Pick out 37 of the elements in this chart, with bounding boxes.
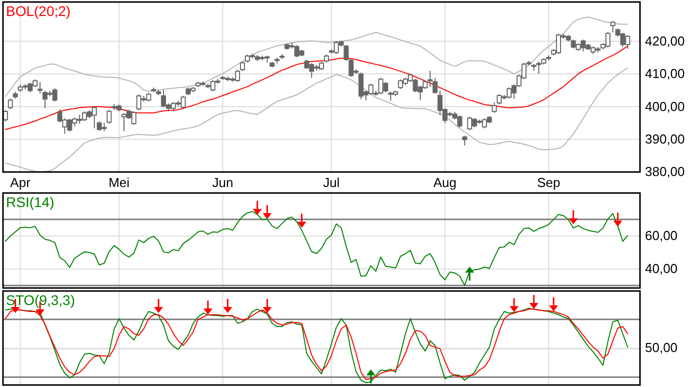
candlestick (274, 57, 280, 64)
y-tick-label: 390,00 (645, 131, 685, 146)
x-tick-label: Jun (212, 175, 234, 190)
chart-title: BOL(20;2) (6, 3, 71, 19)
candlestick (38, 82, 43, 94)
candlestick (12, 91, 18, 99)
candlestick (106, 109, 112, 124)
x-tick-label: Mei (108, 175, 130, 190)
y-tick-label: 410,00 (645, 66, 685, 82)
y-tick-label: 40,00 (645, 261, 678, 276)
text: 50,00 (645, 340, 678, 355)
y-tick-label: 400,00 (645, 98, 685, 114)
candlestick (428, 70, 433, 88)
candlestick (151, 87, 156, 93)
y-tick-label: 420,00 (645, 33, 685, 48)
candlestick (546, 55, 552, 61)
candlestick (8, 98, 13, 110)
candlestick (610, 20, 616, 33)
candlestick (279, 54, 284, 60)
x-tick-label: Jul (323, 175, 340, 190)
y-tick-label: 60,00 (645, 228, 678, 244)
chart-title: STO(9,3,3) (6, 292, 75, 308)
candlestick (324, 54, 329, 63)
candlestick (462, 135, 468, 146)
chart-title: RSI(14) (6, 194, 54, 210)
x-tick-label: Sep (537, 175, 560, 190)
y-tick-label: 380,00 (645, 164, 685, 180)
x-tick-label: Apr (10, 175, 32, 190)
candlestick (531, 64, 536, 72)
candlestick (156, 90, 162, 96)
x-tick-label: Aug (433, 175, 457, 190)
candlestick (240, 61, 245, 72)
line-series (4, 68, 628, 172)
line-series (4, 46, 628, 130)
candlestick (492, 102, 497, 114)
candlestick (432, 77, 438, 94)
candlestick (270, 61, 275, 68)
